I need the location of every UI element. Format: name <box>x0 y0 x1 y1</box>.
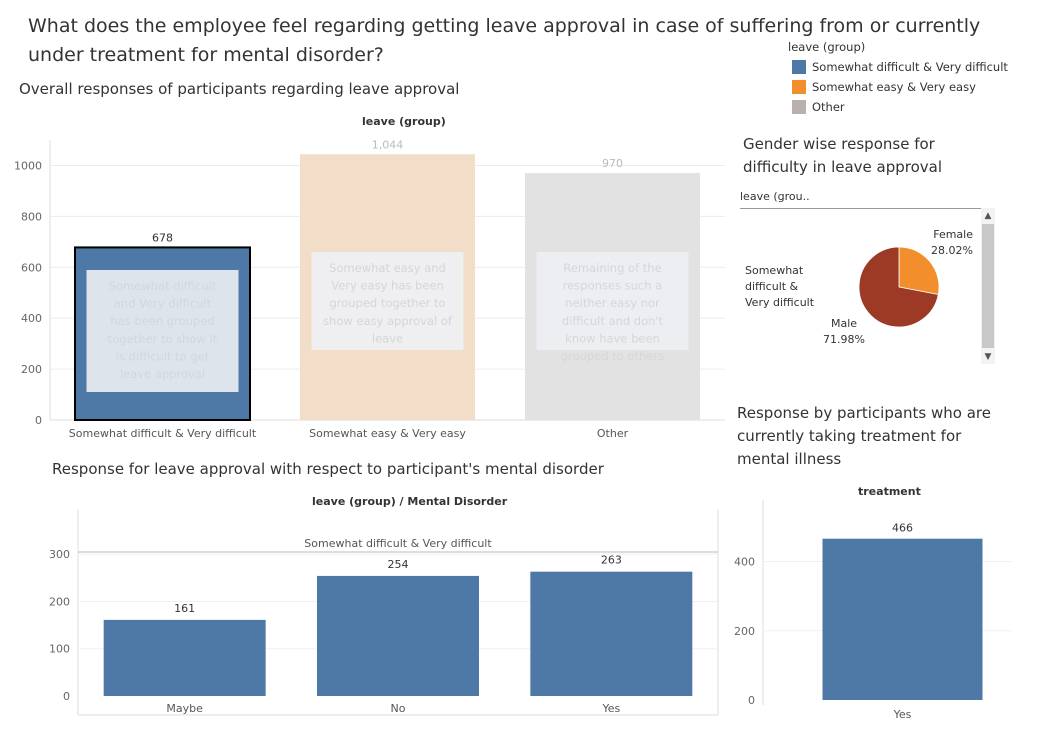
x-tick-label: No <box>391 702 406 715</box>
legend-swatch <box>792 100 806 114</box>
annotation-text: Somewhat easy and <box>329 261 446 275</box>
pie-row-label: Somewhat difficult & Very difficult <box>745 263 814 311</box>
legend-swatch <box>792 60 806 74</box>
legend-label: Other <box>812 100 845 114</box>
treatment-header: treatment <box>858 485 921 498</box>
treatment-title-line: Response by participants who are <box>737 404 991 422</box>
y-tick-label: 200 <box>49 595 70 608</box>
pie-label: Male <box>831 317 857 330</box>
annotation-text: show easy approval of <box>323 314 453 328</box>
annotation-text: grouped together to <box>329 296 445 310</box>
y-tick-label: 800 <box>21 210 42 223</box>
pie-row-label-line: difficult & <box>745 280 799 293</box>
x-tick-label: Maybe <box>166 702 203 715</box>
pie-slice <box>858 246 939 328</box>
bar <box>317 575 479 696</box>
annotation-box <box>536 252 689 350</box>
pie-value-label: 28.02% <box>931 244 973 257</box>
data-label: 466 <box>892 522 913 535</box>
annotation-box <box>311 252 464 350</box>
scrollbar-thumb[interactable] <box>982 224 994 348</box>
data-label: 678 <box>152 231 173 244</box>
data-label: 970 <box>602 157 623 170</box>
annotation-text: grouped to others <box>561 349 664 363</box>
y-tick-label: 600 <box>21 261 42 274</box>
pie-row-label-line: Somewhat <box>745 264 804 277</box>
legend-item-easy[interactable]: Somewhat easy & Very easy <box>792 80 976 94</box>
annotation-text: is difficult to get <box>116 349 210 363</box>
pie-slice <box>898 246 940 296</box>
data-label: 161 <box>174 602 195 615</box>
pie-row-label-line: Very difficult <box>745 296 815 309</box>
annotation-text: leave approval <box>120 367 205 381</box>
x-tick-label: Yes <box>893 708 912 721</box>
disorder-chart: Somewhat difficult & Very difficult 0 100 2… <box>49 510 719 716</box>
gender-section-title: Gender wise response for difficulty in l… <box>743 133 942 179</box>
legend-swatch <box>792 80 806 94</box>
disorder-header: leave (group) / Mental Disorder <box>312 495 508 508</box>
scroll-up-icon[interactable]: ▲ <box>984 211 992 221</box>
data-label: 1,044 <box>372 138 404 151</box>
leave-group-filter-header[interactable]: leave (grou.. <box>740 190 995 209</box>
annotation-text: difficult and don't <box>562 314 664 328</box>
pane-label: Somewhat difficult & Very difficult <box>304 537 492 550</box>
treatment-title-line: mental illness <box>737 450 842 468</box>
annotation-text: Somewhat difficult <box>109 279 217 293</box>
y-tick-label: 300 <box>49 548 70 561</box>
annotation-text: neither easy nor <box>565 296 660 310</box>
annotation-text: know have been <box>565 331 660 345</box>
legend-item-difficult[interactable]: Somewhat difficult & Very difficult <box>792 60 1008 74</box>
bar <box>103 619 266 696</box>
overall-header: leave (group) <box>362 115 446 128</box>
annotation-box <box>86 270 239 392</box>
y-tick-label: 400 <box>734 556 755 569</box>
annotation-text: has been grouped <box>110 314 214 328</box>
scroll-down-icon[interactable]: ▼ <box>984 352 992 362</box>
treatment-section-title: Response by participants who are current… <box>737 402 991 471</box>
data-label: 254 <box>388 558 409 571</box>
data-label: 263 <box>601 554 622 567</box>
disorder-section-title: Response for leave approval with respect… <box>52 460 604 478</box>
annotation-text: together to show it <box>108 332 218 346</box>
x-tick-label: Somewhat difficult & Very difficult <box>69 427 257 440</box>
legend-item-other[interactable]: Other <box>792 100 845 114</box>
y-tick-label: 0 <box>748 694 755 707</box>
y-tick-label: 100 <box>49 643 70 656</box>
y-tick-label: 200 <box>21 363 42 376</box>
legend-label: Somewhat easy & Very easy <box>812 80 976 94</box>
pie-label: Female <box>933 228 973 241</box>
annotation-text: Very easy has been <box>331 279 444 293</box>
annotation-text: and Very difficult <box>114 297 212 311</box>
annotation-text: leave <box>372 331 403 345</box>
overall-section-title: Overall responses of participants regard… <box>19 80 460 98</box>
x-tick-label: Other <box>597 427 629 440</box>
y-tick-label: 200 <box>734 625 755 638</box>
annotation-text: responses such a <box>563 279 662 293</box>
y-tick-label: 0 <box>63 690 70 703</box>
bar <box>822 538 983 700</box>
y-tick-label: 0 <box>35 414 42 427</box>
gender-title-line: Gender wise response for <box>743 135 935 153</box>
x-tick-label: Yes <box>601 702 620 715</box>
bar <box>530 571 693 696</box>
gender-title-line: difficulty in leave approval <box>743 158 943 176</box>
gender-pie-chart: Female 28.02% Male 71.98% <box>823 228 973 346</box>
x-tick-label: Somewhat easy & Very easy <box>309 427 466 440</box>
dashboard-title: What does the employee feel regarding ge… <box>28 15 981 66</box>
pie-value-label: 71.98% <box>823 333 865 346</box>
treatment-chart: 0 200 400 466 Yes <box>734 500 1012 721</box>
legend-title: leave (group) <box>788 40 866 54</box>
y-tick-label: 1000 <box>14 159 42 172</box>
legend-label: Somewhat difficult & Very difficult <box>812 60 1008 74</box>
y-tick-label: 400 <box>21 312 42 325</box>
overall-chart: 0 200 400 600 800 1000 678 Somewhat difficult &… <box>14 138 725 440</box>
annotation-text: Remaining of the <box>563 261 661 275</box>
treatment-title-line: currently taking treatment for <box>737 427 962 445</box>
